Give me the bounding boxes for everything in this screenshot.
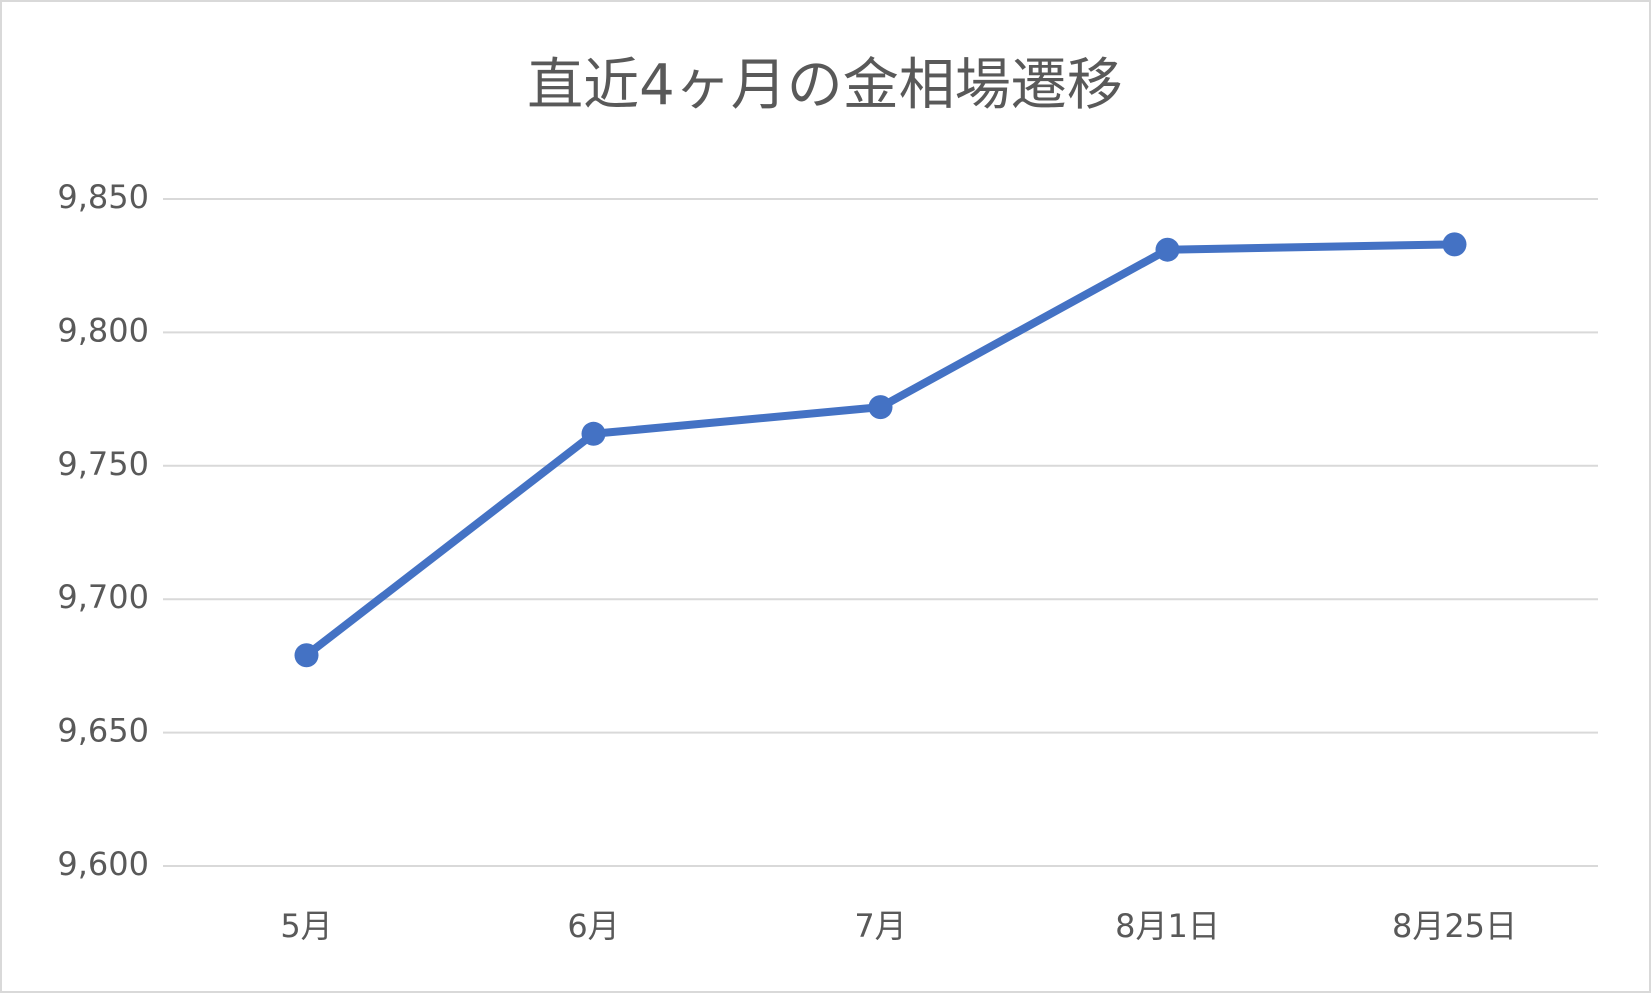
y-tick-label: 9,750 bbox=[57, 445, 149, 483]
x-tick-label: 8月25日 bbox=[1392, 907, 1517, 945]
x-tick-label: 5月 bbox=[280, 907, 332, 945]
x-tick-label: 7月 bbox=[854, 907, 906, 945]
chart-title: 直近4ヶ月の金相場遷移 bbox=[527, 53, 1123, 118]
data-point bbox=[1442, 232, 1467, 257]
y-tick-label: 9,850 bbox=[57, 178, 149, 216]
y-tick-label: 9,800 bbox=[57, 311, 149, 349]
data-point bbox=[294, 643, 319, 668]
x-tick-label: 8月1日 bbox=[1115, 907, 1220, 945]
data-point bbox=[1155, 237, 1180, 262]
y-tick-label: 9,700 bbox=[57, 578, 149, 616]
x-tick-label: 6月 bbox=[567, 907, 619, 945]
data-point bbox=[581, 421, 606, 446]
y-tick-label: 9,600 bbox=[57, 845, 149, 883]
y-tick-label: 9,650 bbox=[57, 712, 149, 750]
data-point bbox=[868, 395, 893, 420]
